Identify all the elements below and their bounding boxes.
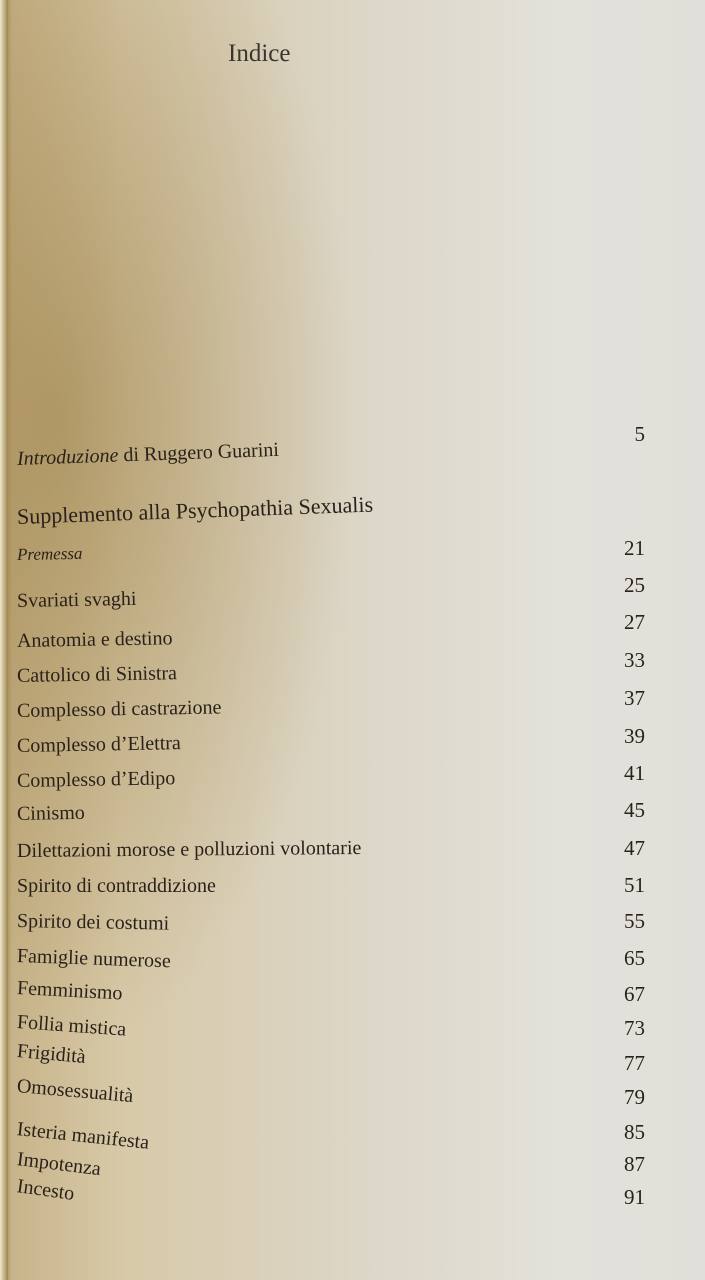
- toc-entry-title: Cattolico di Sinistra: [16, 662, 178, 687]
- toc-entry-title: Omosessualità: [16, 1075, 135, 1108]
- toc-entry-title: Complesso d’Edipo: [16, 767, 176, 792]
- toc-entry-page: 79: [624, 1085, 645, 1109]
- section-page: 21: [624, 536, 645, 560]
- toc-entry-page: 85: [624, 1120, 645, 1144]
- toc-entry-page: 47: [624, 836, 645, 860]
- toc-entry-page: 55: [624, 909, 645, 933]
- toc-entry-title: Spirito di contraddizione: [17, 875, 216, 897]
- introduction-italic: Introduzione: [16, 444, 119, 470]
- toc-entry-page: 51: [624, 873, 645, 897]
- toc-entry-title: Femminismo: [16, 977, 124, 1005]
- toc-entry-page: 91: [624, 1185, 645, 1209]
- toc-entry-page: 25: [624, 573, 645, 597]
- page-edge: [0, 0, 8, 1280]
- toc-entry-title: Dilettazioni morose e polluzioni volonta…: [16, 836, 362, 862]
- section-title: Supplemento alla Psychopathia Sexualis: [16, 491, 374, 529]
- toc-entry-title: Spirito dei costumi: [16, 910, 170, 935]
- toc-entry-title: Frigidità: [16, 1040, 87, 1068]
- toc-entry-page: 67: [624, 982, 645, 1006]
- toc-entry-page: 45: [624, 798, 645, 822]
- toc-entry-page: 87: [624, 1152, 645, 1176]
- toc-entry-title: Svariati svaghi: [16, 587, 137, 612]
- index-heading: Indice: [228, 40, 291, 67]
- toc-entry-title: Famiglie numerose: [16, 945, 172, 973]
- toc-entry-page: 33: [624, 648, 645, 672]
- toc-entry-page: 27: [624, 610, 645, 634]
- toc-entry-page: 65: [624, 946, 645, 970]
- toc-entry-page: 37: [624, 686, 645, 710]
- toc-entry-title: Anatomia e destino: [16, 627, 173, 652]
- toc-entry-title: Premessa: [16, 543, 83, 564]
- toc-entry-title: Cinismo: [16, 801, 85, 825]
- introduction-author: di Ruggero Guarini: [118, 438, 280, 467]
- toc-entry-page: 73: [624, 1016, 645, 1040]
- toc-entry-title: Follia mistica: [16, 1011, 127, 1041]
- toc-entry-page: 41: [624, 761, 645, 785]
- toc-entry-title: Complesso di castrazione: [16, 696, 222, 722]
- toc-entry-title: Incesto: [15, 1175, 76, 1205]
- toc-entry-page: 39: [624, 724, 645, 748]
- introduction-entry: Introduzione di Ruggero Guarini: [17, 439, 280, 471]
- introduction-page: 5: [634, 422, 646, 446]
- toc-entry-page: 77: [624, 1051, 645, 1075]
- toc-entry-title: Complesso d’Elettra: [16, 732, 182, 757]
